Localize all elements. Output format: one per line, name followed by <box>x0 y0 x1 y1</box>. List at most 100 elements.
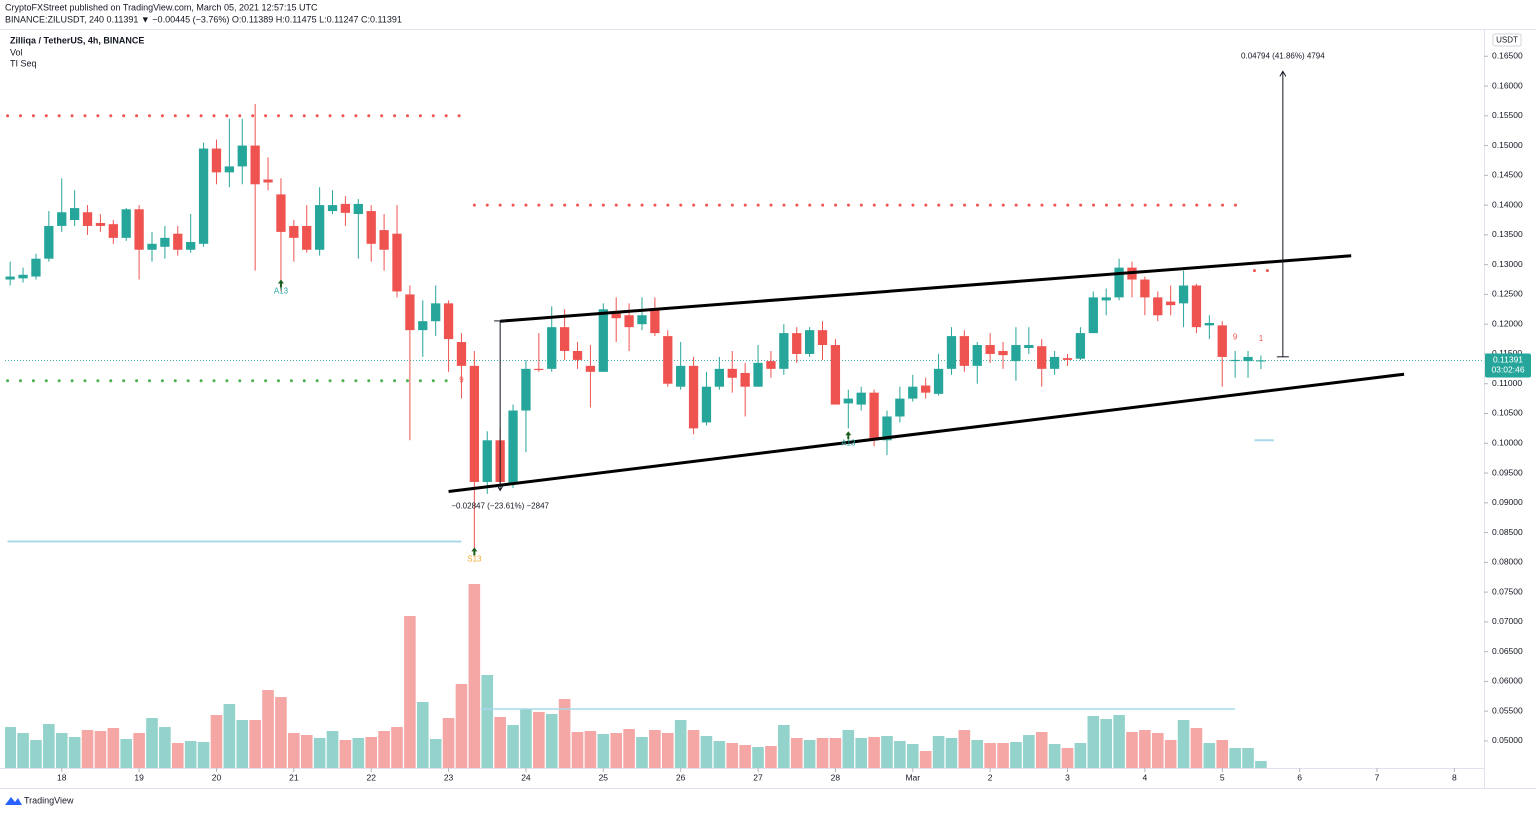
volume-bar <box>713 741 726 768</box>
volume-bar <box>842 730 855 768</box>
candle-body <box>121 209 131 238</box>
y-tick-label: 0.05500 <box>1492 705 1523 715</box>
y-tick-label: 0.07500 <box>1492 586 1523 596</box>
volume-bar <box>55 733 68 768</box>
volume-bar <box>275 697 287 768</box>
x-tick-label: 21 <box>289 772 299 782</box>
volume-bar <box>765 746 777 768</box>
candle-body <box>250 145 260 185</box>
candle-body <box>598 309 608 372</box>
volume-bar <box>1151 733 1164 768</box>
brand-logo[interactable]: TradingView <box>5 795 74 805</box>
volume-bar <box>661 733 674 768</box>
candle-body <box>1011 345 1021 362</box>
candle-body <box>237 145 247 167</box>
measure-arrow <box>1279 70 1287 77</box>
candle-body <box>18 274 28 279</box>
brand-icon <box>5 797 22 805</box>
candle-body <box>147 243 157 250</box>
x-tick-label: 19 <box>134 772 144 782</box>
candle-body <box>830 345 841 405</box>
volume-bar <box>1100 719 1112 768</box>
volume-bar <box>339 740 352 768</box>
currency-box[interactable] <box>1492 33 1522 47</box>
candle-body <box>856 392 866 405</box>
candle-body <box>276 194 286 232</box>
x-tick-label: 27 <box>753 772 763 782</box>
volume-bar <box>739 745 751 768</box>
volume-bar <box>636 737 648 768</box>
x-tick-label: 6 <box>1297 772 1302 782</box>
volume-bar <box>1087 716 1100 768</box>
candle-body <box>456 342 467 366</box>
volume-bar <box>597 734 610 768</box>
y-tick-label: 0.10500 <box>1492 408 1523 418</box>
candle-body <box>1075 333 1086 359</box>
candle-body <box>727 368 737 378</box>
volume-bar <box>1190 728 1203 768</box>
candle-body <box>1153 297 1163 316</box>
volume-bar <box>894 741 906 768</box>
indicator-label: TI Seq <box>10 58 37 68</box>
candle-body <box>766 361 776 369</box>
volume-bar <box>1010 742 1022 768</box>
candle-body <box>366 211 376 244</box>
x-tick-label: 25 <box>599 772 609 782</box>
volume-bar <box>326 731 339 768</box>
volume-bar <box>790 738 803 768</box>
candle-body <box>379 230 389 250</box>
volume-bar <box>932 736 945 768</box>
candle-body <box>134 209 144 250</box>
volume-bar <box>687 730 700 768</box>
trend-line <box>500 254 1352 323</box>
candle-body <box>534 368 544 371</box>
candle-body <box>1062 358 1073 360</box>
volume-bar <box>778 725 790 768</box>
trend-line <box>448 372 1405 493</box>
volume-bar <box>958 730 971 768</box>
candle-body <box>1191 285 1202 328</box>
volume-bar <box>545 714 558 768</box>
candle-body <box>972 345 982 366</box>
volume-bar <box>610 733 623 768</box>
volume-bar <box>919 751 932 768</box>
candle-body <box>959 336 969 366</box>
y-tick-label: 0.09500 <box>1492 467 1523 477</box>
y-tick-label: 0.12000 <box>1492 318 1523 328</box>
volume-bar <box>1203 743 1216 768</box>
candle-body <box>431 303 441 322</box>
volume-bar <box>816 738 829 768</box>
x-tick-label: Mar <box>905 772 920 782</box>
candle-body <box>1243 356 1253 362</box>
candle-body <box>482 440 492 482</box>
candle-body <box>314 205 325 250</box>
volume-bar <box>726 743 739 768</box>
volume-bar <box>378 731 390 768</box>
volume-bar <box>855 738 867 768</box>
volume-bar <box>1164 740 1177 768</box>
candle-body <box>792 333 802 354</box>
candle-body <box>57 212 67 226</box>
volume-bar <box>442 718 455 768</box>
candle-body <box>1037 346 1047 369</box>
volume-bar <box>210 715 223 768</box>
volume-bar <box>365 737 378 768</box>
volume-bar <box>5 727 16 768</box>
countdown-label: 03:02:46 <box>1491 365 1524 375</box>
candle-body <box>224 166 235 173</box>
x-tick-label: 23 <box>444 772 454 782</box>
volume-bar <box>571 732 584 768</box>
candle-body <box>1101 297 1111 301</box>
candle-body <box>624 315 634 328</box>
candle-body <box>1024 345 1034 349</box>
volume-bar <box>1177 720 1190 768</box>
candle-body <box>650 309 660 334</box>
candle-body <box>443 303 454 340</box>
volume-bar <box>416 702 429 768</box>
indicator-label: Vol <box>10 47 23 57</box>
candle-body <box>160 237 170 247</box>
candle-body <box>817 330 828 346</box>
candle-body <box>1166 301 1176 306</box>
